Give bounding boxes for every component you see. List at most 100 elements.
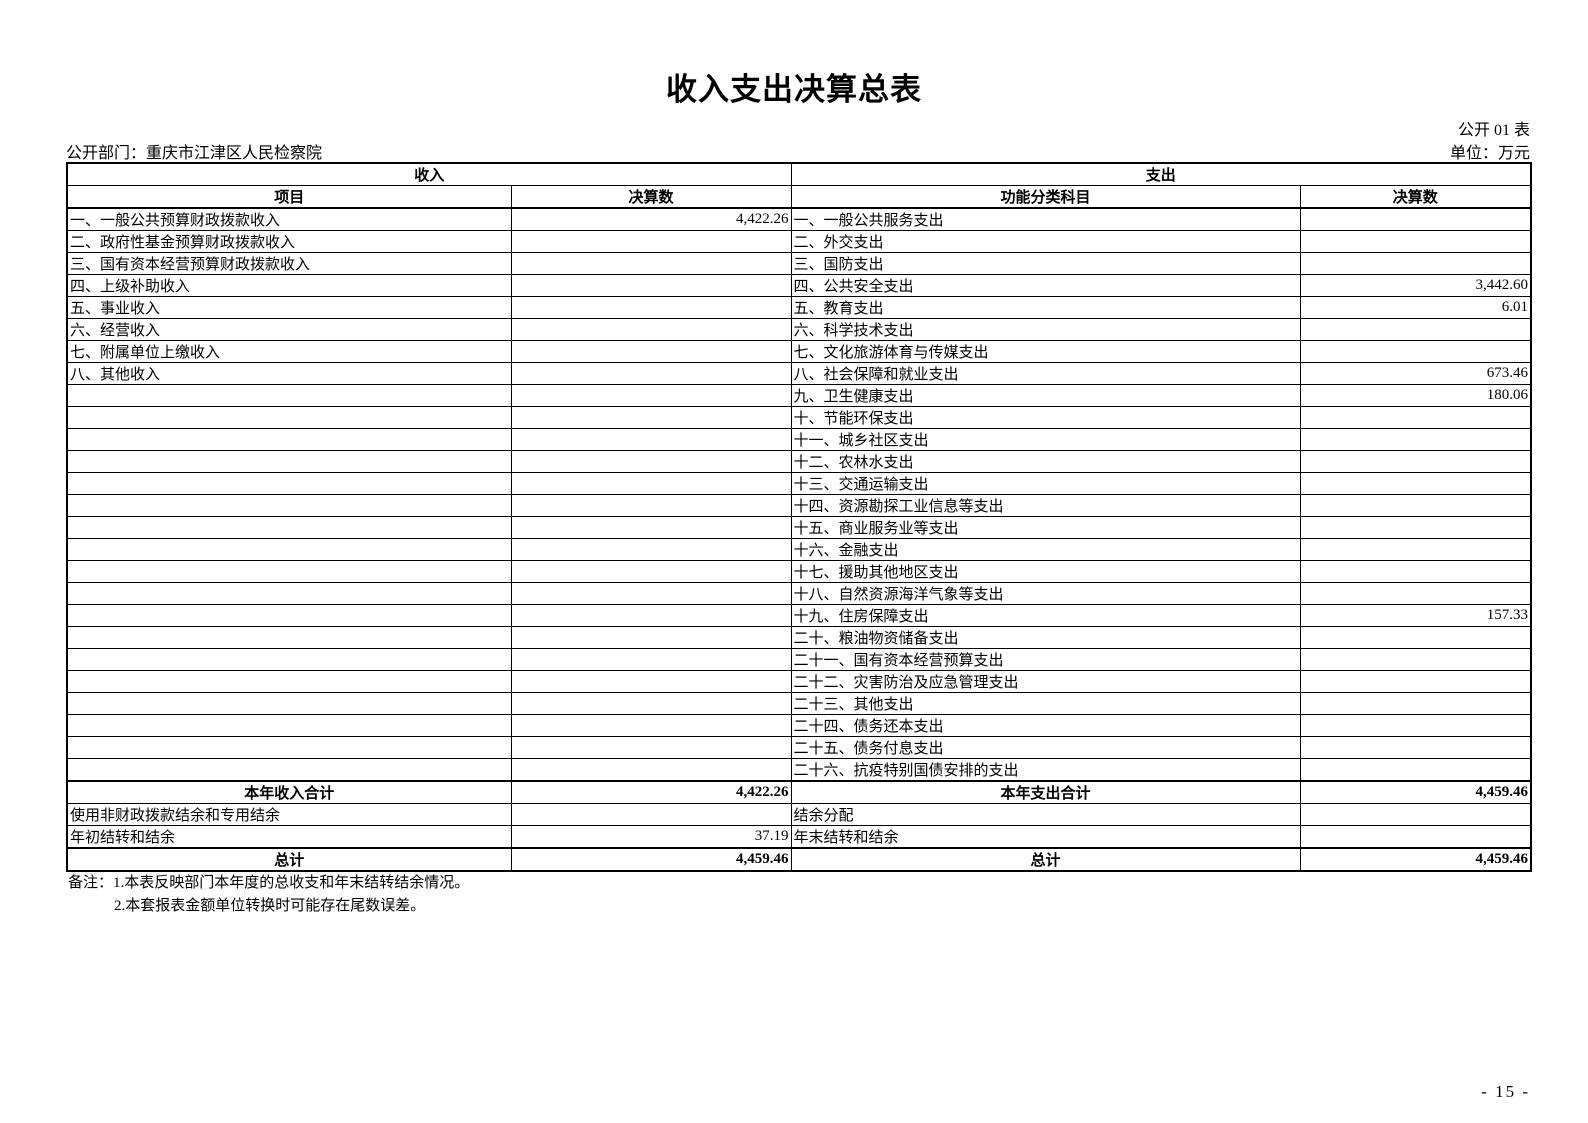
table-row: 十一、城乡社区支出 [66,428,1532,451]
expense-value-cell [1299,406,1532,429]
table-row: 十三、交通运输支出 [66,472,1532,495]
expense-value-cell [1299,494,1532,517]
income-item-cell [66,406,512,429]
income-item-cell: 本年收入合计 [66,780,512,804]
expense-value-cell [1299,758,1532,782]
expense-item-cell: 二十六、抗疫特别国债安排的支出 [790,758,1301,782]
income-value-cell: 4,422.26 [510,207,792,231]
expense-item-cell: 十六、金融支出 [790,538,1301,561]
summary-row: 总计 4,459.46 总计 4,459.46 [66,847,1532,872]
expense-item-cell: 十二、农林水支出 [790,450,1301,473]
expense-value-cell: 4,459.46 [1299,780,1532,804]
summary-row: 年初结转和结余 37.19 年末结转和结余 [66,825,1532,849]
table-row: 十七、援助其他地区支出 [66,560,1532,583]
income-value-cell [510,758,792,782]
income-item-cell [66,758,512,782]
income-value-cell [510,274,792,297]
income-value-cell [510,362,792,385]
expense-item-cell: 二十五、债务付息支出 [790,736,1301,759]
table-row: 十五、商业服务业等支出 [66,516,1532,539]
income-item-cell: 使用非财政拨款结余和专用结余 [66,803,512,826]
expense-value-cell: 157.33 [1299,604,1532,627]
income-value-cell [510,384,792,407]
income-item-cell [66,538,512,561]
table-row: 八、其他收入 八、社会保障和就业支出 673.46 [66,362,1532,385]
expense-value-cell: 673.46 [1299,362,1532,385]
table-row: 九、卫生健康支出 180.06 [66,384,1532,407]
table-row: 三、国有资本经营预算财政拨款收入 三、国防支出 [66,252,1532,275]
expense-item-cell: 二十三、其他支出 [790,692,1301,715]
expense-item-cell: 二十一、国有资本经营预算支出 [790,648,1301,671]
table-row: 二十一、国有资本经营预算支出 [66,648,1532,671]
expense-value-cell [1299,648,1532,671]
expense-value-cell [1299,692,1532,715]
table-row: 六、经营收入 六、科学技术支出 [66,318,1532,341]
expense-item-cell: 本年支出合计 [790,780,1301,804]
expense-value-cell [1299,472,1532,495]
income-item-cell: 二、政府性基金预算财政拨款收入 [66,230,512,253]
income-value-cell [510,296,792,319]
expense-value-cell [1299,340,1532,363]
expense-value-cell [1299,428,1532,451]
income-value-cell: 4,459.46 [510,847,792,872]
income-value-cell: 37.19 [510,825,792,849]
income-item-cell: 五、事业收入 [66,296,512,319]
income-value-cell [510,450,792,473]
income-value-cell [510,494,792,517]
income-amount-header: 决算数 [510,185,792,209]
expense-item-cell: 二十、粮油物资储备支出 [790,626,1301,649]
expense-item-cell: 年末结转和结余 [790,825,1301,849]
income-value-cell [510,230,792,253]
income-item-cell [66,648,512,671]
footnote-line-2: 2.本套报表金额单位转换时可能存在尾数误差。 [114,898,426,914]
income-item-cell [66,494,512,517]
income-value-cell [510,648,792,671]
expense-value-cell [1299,318,1532,341]
group-header-row: 收入 支出 [66,162,1532,186]
final-accounts-table: 收入 支出 项目 决算数 功能分类科目 决算数 一、一般公共预算财政拨款收入 4,… [66,162,1533,872]
expense-item-cell: 四、公共安全支出 [790,274,1301,297]
income-value-cell [510,692,792,715]
expense-item-cell: 二、外交支出 [790,230,1301,253]
unit-label: 单位：万元 [1449,145,1530,162]
expense-value-cell [1299,450,1532,473]
income-item-cell [66,626,512,649]
table-row: 十四、资源勘探工业信息等支出 [66,494,1532,517]
expense-group-header: 支出 [790,162,1532,186]
expense-value-cell [1299,582,1532,605]
income-value-cell: 4,422.26 [510,780,792,804]
expense-item-cell: 十五、商业服务业等支出 [790,516,1301,539]
footnote-line-1: 备注：1.本表反映部门本年度的总收支和年末结转结余情况。 [68,875,470,891]
expense-value-cell [1299,803,1532,826]
table-row: 二十二、灾害防治及应急管理支出 [66,670,1532,693]
expense-value-cell [1299,626,1532,649]
expense-value-cell [1299,825,1532,849]
income-value-cell [510,736,792,759]
expense-value-cell [1299,516,1532,539]
income-item-cell [66,736,512,759]
income-item-cell [66,560,512,583]
expense-item-cell: 结余分配 [790,803,1301,826]
expense-item-cell: 三、国防支出 [790,252,1301,275]
income-item-cell [66,670,512,693]
expense-value-cell [1299,207,1532,231]
income-value-cell [510,472,792,495]
expense-item-cell: 十一、城乡社区支出 [790,428,1301,451]
table-row: 十、节能环保支出 [66,406,1532,429]
income-item-cell [66,714,512,737]
expense-item-cell: 十八、自然资源海洋气象等支出 [790,582,1301,605]
table-code-label: 公开 01 表 [1457,122,1530,139]
expense-item-header: 功能分类科目 [790,185,1301,209]
income-item-cell [66,472,512,495]
expense-item-cell: 七、文化旅游体育与传媒支出 [790,340,1301,363]
summary-row: 使用非财政拨款结余和专用结余 结余分配 [66,803,1532,826]
expense-item-cell: 一、一般公共服务支出 [790,207,1301,231]
expense-value-cell [1299,670,1532,693]
expense-value-cell: 180.06 [1299,384,1532,407]
income-item-cell: 六、经营收入 [66,318,512,341]
summary-row: 本年收入合计 4,422.26 本年支出合计 4,459.46 [66,780,1532,804]
income-value-cell [510,252,792,275]
department-label: 公开部门：重庆市江津区人民检察院 [66,145,323,162]
income-item-cell: 年初结转和结余 [66,825,512,849]
